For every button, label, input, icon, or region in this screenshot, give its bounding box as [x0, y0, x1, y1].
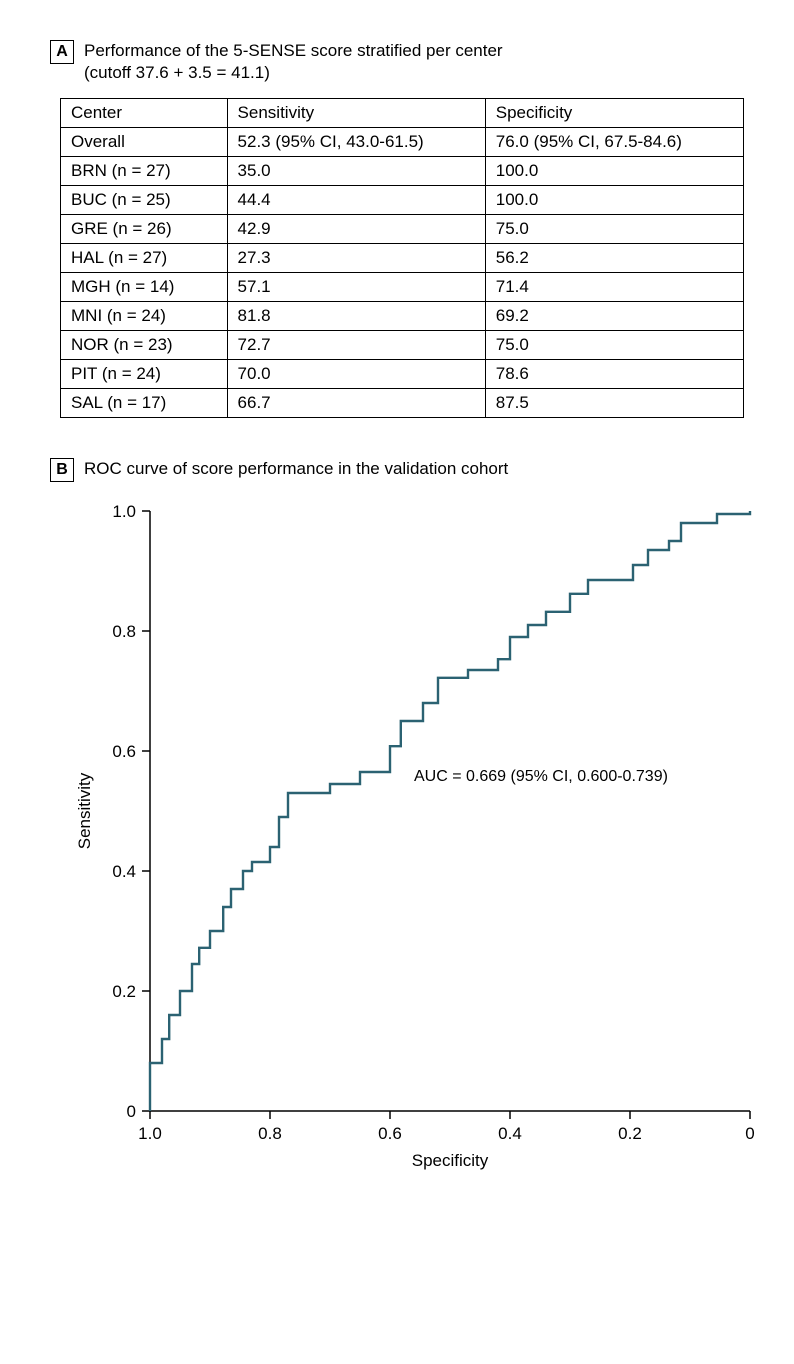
- table-cell: BUC (n = 25): [61, 186, 228, 215]
- svg-text:1.0: 1.0: [112, 502, 136, 521]
- svg-text:0.8: 0.8: [112, 622, 136, 641]
- svg-text:1.0: 1.0: [138, 1124, 162, 1143]
- panel-b: B ROC curve of score performance in the …: [50, 458, 744, 1186]
- table-cell: GRE (n = 26): [61, 215, 228, 244]
- table-cell: 75.0: [485, 215, 743, 244]
- table-cell: 27.3: [227, 244, 485, 273]
- table-cell: PIT (n = 24): [61, 360, 228, 389]
- table-cell: 35.0: [227, 157, 485, 186]
- table-header: Specificity: [485, 99, 743, 128]
- table-cell: 76.0 (95% CI, 67.5-84.6): [485, 128, 743, 157]
- table-row: PIT (n = 24)70.078.6: [61, 360, 744, 389]
- panel-a-letter: A: [50, 40, 74, 64]
- table-cell: 71.4: [485, 273, 743, 302]
- table-cell: Overall: [61, 128, 228, 157]
- table-cell: 66.7: [227, 389, 485, 418]
- table-cell: 100.0: [485, 157, 743, 186]
- table-cell: HAL (n = 27): [61, 244, 228, 273]
- roc-chart: 0 0.2 0.4 0.6 0.8 1.0 1.0 0.8 0.6 0.4 0.2 0 Specific…: [60, 496, 770, 1181]
- roc-chart-container: 00.20.40.60.81.01.00.80.60.40.20Specific…: [60, 496, 744, 1186]
- svg-text:0.4: 0.4: [498, 1124, 522, 1143]
- table-row: MGH (n = 14)57.171.4: [61, 273, 744, 302]
- panel-b-title: ROC curve of score performance in the va…: [84, 458, 508, 480]
- svg-text:0.6: 0.6: [112, 742, 136, 761]
- table-row: MNI (n = 24)81.869.2: [61, 302, 744, 331]
- svg-text:Sensitivity: Sensitivity: [75, 772, 94, 849]
- table-cell: BRN (n = 27): [61, 157, 228, 186]
- panel-a-title: Performance of the 5-SENSE score stratif…: [84, 40, 503, 84]
- svg-text:0.6: 0.6: [378, 1124, 402, 1143]
- svg-text:0: 0: [745, 1124, 754, 1143]
- table-header: Center: [61, 99, 228, 128]
- svg-text:AUC = 0.669 (95% CI, 0.600-0.7: AUC = 0.669 (95% CI, 0.600-0.739): [414, 768, 668, 785]
- table-cell: 72.7: [227, 331, 485, 360]
- table-cell: NOR (n = 23): [61, 331, 228, 360]
- table-row: GRE (n = 26)42.975.0: [61, 215, 744, 244]
- table-cell: 81.8: [227, 302, 485, 331]
- table-cell: 56.2: [485, 244, 743, 273]
- panel-b-header: B ROC curve of score performance in the …: [50, 458, 744, 482]
- performance-table: CenterSensitivitySpecificity Overall52.3…: [60, 98, 744, 418]
- svg-text:0.8: 0.8: [258, 1124, 282, 1143]
- svg-text:Specificity: Specificity: [412, 1151, 489, 1170]
- table-cell: 52.3 (95% CI, 43.0-61.5): [227, 128, 485, 157]
- panel-a-title-line1: Performance of the 5-SENSE score stratif…: [84, 41, 503, 60]
- svg-text:0: 0: [127, 1102, 136, 1121]
- table-row: BRN (n = 27)35.0100.0: [61, 157, 744, 186]
- table-row: HAL (n = 27)27.356.2: [61, 244, 744, 273]
- table-row: SAL (n = 17)66.787.5: [61, 389, 744, 418]
- table-cell: 87.5: [485, 389, 743, 418]
- table-row: Overall52.3 (95% CI, 43.0-61.5)76.0 (95%…: [61, 128, 744, 157]
- panel-a-header: A Performance of the 5-SENSE score strat…: [50, 40, 744, 84]
- table-cell: MGH (n = 14): [61, 273, 228, 302]
- panel-a-title-line2: (cutoff 37.6 + 3.5 = 41.1): [84, 63, 270, 82]
- table-cell: MNI (n = 24): [61, 302, 228, 331]
- svg-text:0.2: 0.2: [112, 982, 136, 1001]
- table-row: BUC (n = 25)44.4100.0: [61, 186, 744, 215]
- table-cell: 69.2: [485, 302, 743, 331]
- panel-a: A Performance of the 5-SENSE score strat…: [50, 40, 744, 418]
- table-cell: SAL (n = 17): [61, 389, 228, 418]
- panel-b-letter: B: [50, 458, 74, 482]
- svg-text:0.4: 0.4: [112, 862, 136, 881]
- table-cell: 44.4: [227, 186, 485, 215]
- table-cell: 70.0: [227, 360, 485, 389]
- table-cell: 75.0: [485, 331, 743, 360]
- table-cell: 100.0: [485, 186, 743, 215]
- svg-text:0.2: 0.2: [618, 1124, 642, 1143]
- table-cell: 78.6: [485, 360, 743, 389]
- table-header: Sensitivity: [227, 99, 485, 128]
- table-cell: 57.1: [227, 273, 485, 302]
- table-cell: 42.9: [227, 215, 485, 244]
- table-row: NOR (n = 23)72.775.0: [61, 331, 744, 360]
